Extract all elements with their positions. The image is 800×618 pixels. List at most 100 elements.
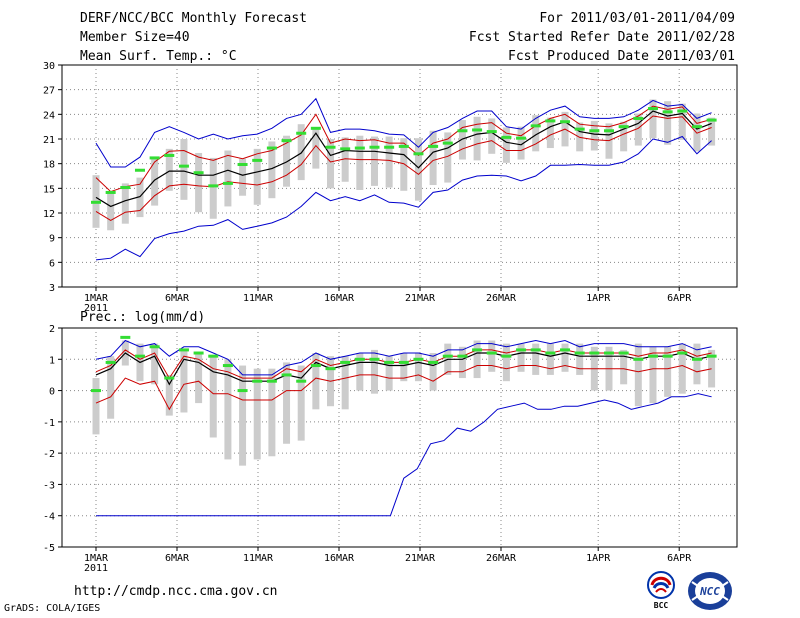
temp-member-box — [121, 183, 129, 224]
temp-member-box — [414, 138, 422, 201]
precip-y-tick-label: 2 — [49, 324, 55, 335]
precip-member-box — [283, 362, 291, 444]
precip-y-tick-label: -3 — [43, 480, 55, 491]
precip-observed-mark — [618, 351, 629, 355]
precip-member-box — [488, 340, 496, 372]
temp-upper-line — [95, 105, 712, 193]
temp-member-box — [678, 103, 686, 140]
precip-x-tick-label: 11MAR — [243, 553, 274, 564]
precip-member-box — [576, 343, 584, 375]
temp-max-line — [95, 97, 712, 168]
temp-observed-mark — [457, 129, 468, 133]
grads-credit: GrADS: COLA/IGES — [4, 603, 101, 614]
precip-member-box — [634, 343, 642, 407]
precip-panel-title: Prec.: log(mm/d) — [80, 310, 206, 325]
precip-observed-mark — [633, 357, 644, 361]
precip-min-line — [96, 393, 712, 517]
temp-observed-mark — [545, 119, 556, 123]
temp-observed-mark — [208, 184, 219, 188]
precip-x-tick-label: 6MAR — [165, 553, 190, 564]
temp-member-box — [502, 127, 510, 163]
precip-x-tick-label: 1APR — [586, 553, 611, 564]
temp-observed-mark — [691, 125, 702, 129]
precip-x-tick-label: 16MAR — [324, 553, 355, 564]
precip-member-box — [400, 353, 408, 382]
chart-title: DERF/NCC/BCC Monthly Forecast — [80, 11, 307, 26]
temp-observed-mark — [428, 144, 439, 148]
precip-member-box — [239, 365, 247, 466]
temp-member-box — [253, 148, 261, 205]
precip-observed-mark — [530, 348, 541, 352]
temp-observed-mark — [413, 152, 424, 156]
variable-label: Mean Surf. Temp.: °C — [80, 49, 237, 64]
temp-y-tick-label: 27 — [43, 86, 55, 97]
precip-observed-mark — [691, 357, 702, 361]
temp-y-tick-label: 18 — [43, 160, 55, 171]
temp-y-tick-label: 6 — [49, 258, 55, 269]
source-url[interactable]: http://cmdp.ncc.cma.gov.cn — [74, 584, 278, 599]
precip-observed-mark — [677, 351, 688, 355]
temp-x-tick-label: 21MAR — [405, 293, 436, 304]
temp-member-box — [180, 139, 188, 200]
temp-observed-mark — [164, 153, 175, 157]
precip-member-box — [253, 368, 261, 460]
precip-member-box — [708, 349, 716, 388]
temp-member-box — [224, 150, 232, 207]
precip-observed-mark — [340, 360, 351, 364]
temp-member-box — [693, 113, 701, 152]
temp-x-tick-label: 11MAR — [243, 293, 274, 304]
bcc-logo: BCC — [647, 571, 675, 610]
temp-plot-frame — [61, 64, 738, 288]
precip-observed-mark — [281, 373, 292, 377]
temp-member-box — [546, 117, 554, 149]
temp-observed-mark — [252, 158, 263, 162]
temp-mean-line — [95, 110, 712, 208]
precip-x-year-label: 2011 — [84, 563, 108, 574]
precip-observed-mark — [384, 360, 395, 364]
precip-member-box — [429, 353, 437, 391]
temp-y-tick-label: 3 — [49, 283, 55, 294]
temp-member-box — [136, 177, 144, 218]
temp-observed-mark — [310, 126, 321, 130]
precip-observed-mark — [545, 351, 556, 355]
temp-observed-mark — [237, 162, 248, 166]
temp-member-box — [283, 135, 291, 187]
precip-observed-mark — [457, 354, 468, 358]
temp-observed-mark — [604, 129, 614, 133]
temp-observed-mark — [105, 190, 116, 194]
temp-observed-mark — [501, 135, 512, 139]
temp-observed-mark — [325, 145, 336, 149]
temp-observed-mark — [398, 144, 409, 148]
precip-member-box — [620, 349, 628, 385]
precip-observed-mark — [662, 354, 673, 358]
precip-member-box — [297, 365, 305, 441]
precip-observed-mark — [325, 367, 336, 371]
produced-date: Fcst Produced Date 2011/03/01 — [508, 49, 735, 64]
temp-y-tick-label: 12 — [43, 209, 55, 220]
precip-observed-mark — [442, 354, 453, 358]
temp-observed-mark — [120, 186, 131, 190]
precip-observed-mark — [310, 364, 321, 368]
precip-member-box — [180, 349, 188, 413]
temp-y-tick-label: 21 — [43, 135, 55, 146]
temp-observed-mark — [662, 110, 673, 114]
precip-member-box — [649, 346, 657, 404]
temp-member-box — [649, 99, 657, 139]
temp-member-box — [634, 113, 642, 146]
precip-member-box — [107, 356, 115, 419]
precip-member-box — [356, 353, 364, 391]
precip-member-box — [532, 343, 540, 375]
precip-plot-frame — [61, 327, 738, 548]
precip-observed-mark — [120, 335, 131, 339]
ncc-logo: NCC — [688, 572, 732, 610]
precip-observed-mark — [413, 357, 424, 361]
temp-member-box — [517, 126, 525, 160]
precip-member-box — [458, 346, 466, 379]
temp-member-box — [473, 116, 481, 161]
temp-member-box — [356, 135, 364, 190]
precip-member-box — [414, 353, 422, 382]
precip-lower-line — [95, 364, 712, 411]
temp-x-tick-label: 16MAR — [324, 293, 355, 304]
temp-observed-mark — [193, 171, 204, 175]
